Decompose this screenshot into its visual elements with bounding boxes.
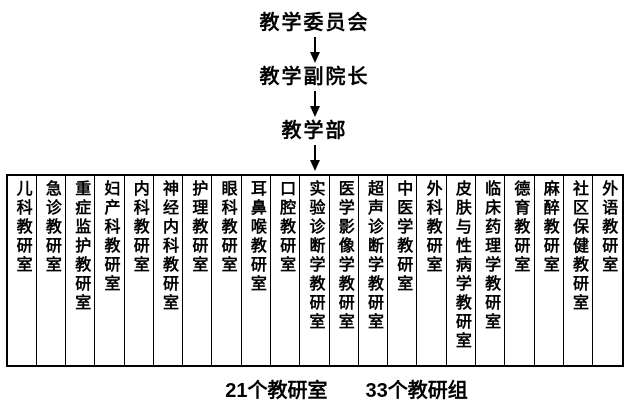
department-label: 麻醉教研室 xyxy=(540,180,558,275)
department-cell: 医学影像学教研室 xyxy=(328,176,358,365)
department-cell: 妇产科教研室 xyxy=(94,176,123,365)
department-cell: 神经内科教研室 xyxy=(152,176,182,365)
department-label: 临床药理学教研室 xyxy=(482,180,500,332)
department-cell: 中医学教研室 xyxy=(387,176,416,365)
department-label: 医学影像学教研室 xyxy=(335,180,353,332)
department-columns: 儿科教研室 急诊教研室 重症监护教研室 妇产科教研室 内科教研室 神经内科教研室 护理教研室… xyxy=(5,174,624,367)
department-cell: 儿科教研室 xyxy=(8,176,36,365)
office-count-label: 21个教研室 xyxy=(225,380,328,402)
department-label: 内科教研室 xyxy=(130,180,148,275)
department-label: 德育教研室 xyxy=(511,180,529,275)
department-label: 耳鼻喉教研室 xyxy=(247,180,265,294)
down-arrow-icon xyxy=(309,91,320,117)
department-label: 重症监护教研室 xyxy=(72,180,90,313)
department-label: 皮肤与性病学教研室 xyxy=(452,180,470,351)
footer-caption: 21个教研室 33个教研组 xyxy=(225,374,468,403)
department-cell: 内科教研室 xyxy=(123,176,153,365)
department-label: 外语教研室 xyxy=(599,180,617,275)
department-cell: 超声诊断学教研室 xyxy=(357,176,387,365)
department-cell: 口腔教研室 xyxy=(270,176,299,365)
department-label: 社区保健教研室 xyxy=(569,180,587,313)
department-label: 儿科教研室 xyxy=(13,180,31,275)
department-label: 护理教研室 xyxy=(189,180,207,275)
group-count-label: 33个教研组 xyxy=(365,380,468,402)
department-label: 外科教研室 xyxy=(423,180,441,275)
department-cell: 实验诊断学教研室 xyxy=(299,176,328,365)
down-arrow-icon xyxy=(309,37,320,63)
department-label: 眼科教研室 xyxy=(218,180,236,275)
department-label: 实验诊断学教研室 xyxy=(306,180,324,332)
department-label: 中医学教研室 xyxy=(394,180,412,294)
department-cell: 临床药理学教研室 xyxy=(475,176,504,365)
department-cell: 社区保健教研室 xyxy=(562,176,592,365)
level-committee: 教学委员会 xyxy=(259,12,370,34)
department-cell: 急诊教研室 xyxy=(35,176,65,365)
department-cell: 重症监护教研室 xyxy=(65,176,94,365)
department-cell: 眼科教研室 xyxy=(211,176,240,365)
department-cell: 麻醉教研室 xyxy=(533,176,563,365)
down-arrow-icon xyxy=(309,145,320,171)
department-label: 口腔教研室 xyxy=(277,180,295,275)
department-cell: 护理教研室 xyxy=(182,176,211,365)
department-label: 急诊教研室 xyxy=(42,180,60,275)
department-cell: 外语教研室 xyxy=(592,176,621,365)
department-label: 妇产科教研室 xyxy=(101,180,119,294)
department-cell: 皮肤与性病学教研室 xyxy=(445,176,475,365)
department-cell: 耳鼻喉教研室 xyxy=(240,176,270,365)
department-label: 超声诊断学教研室 xyxy=(365,180,383,332)
department-label: 神经内科教研室 xyxy=(160,180,178,313)
level-vice-dean: 教学副院长 xyxy=(259,66,370,88)
level-teaching-dept: 教学部 xyxy=(281,120,348,142)
department-cell: 德育教研室 xyxy=(504,176,533,365)
department-cell: 外科教研室 xyxy=(416,176,445,365)
